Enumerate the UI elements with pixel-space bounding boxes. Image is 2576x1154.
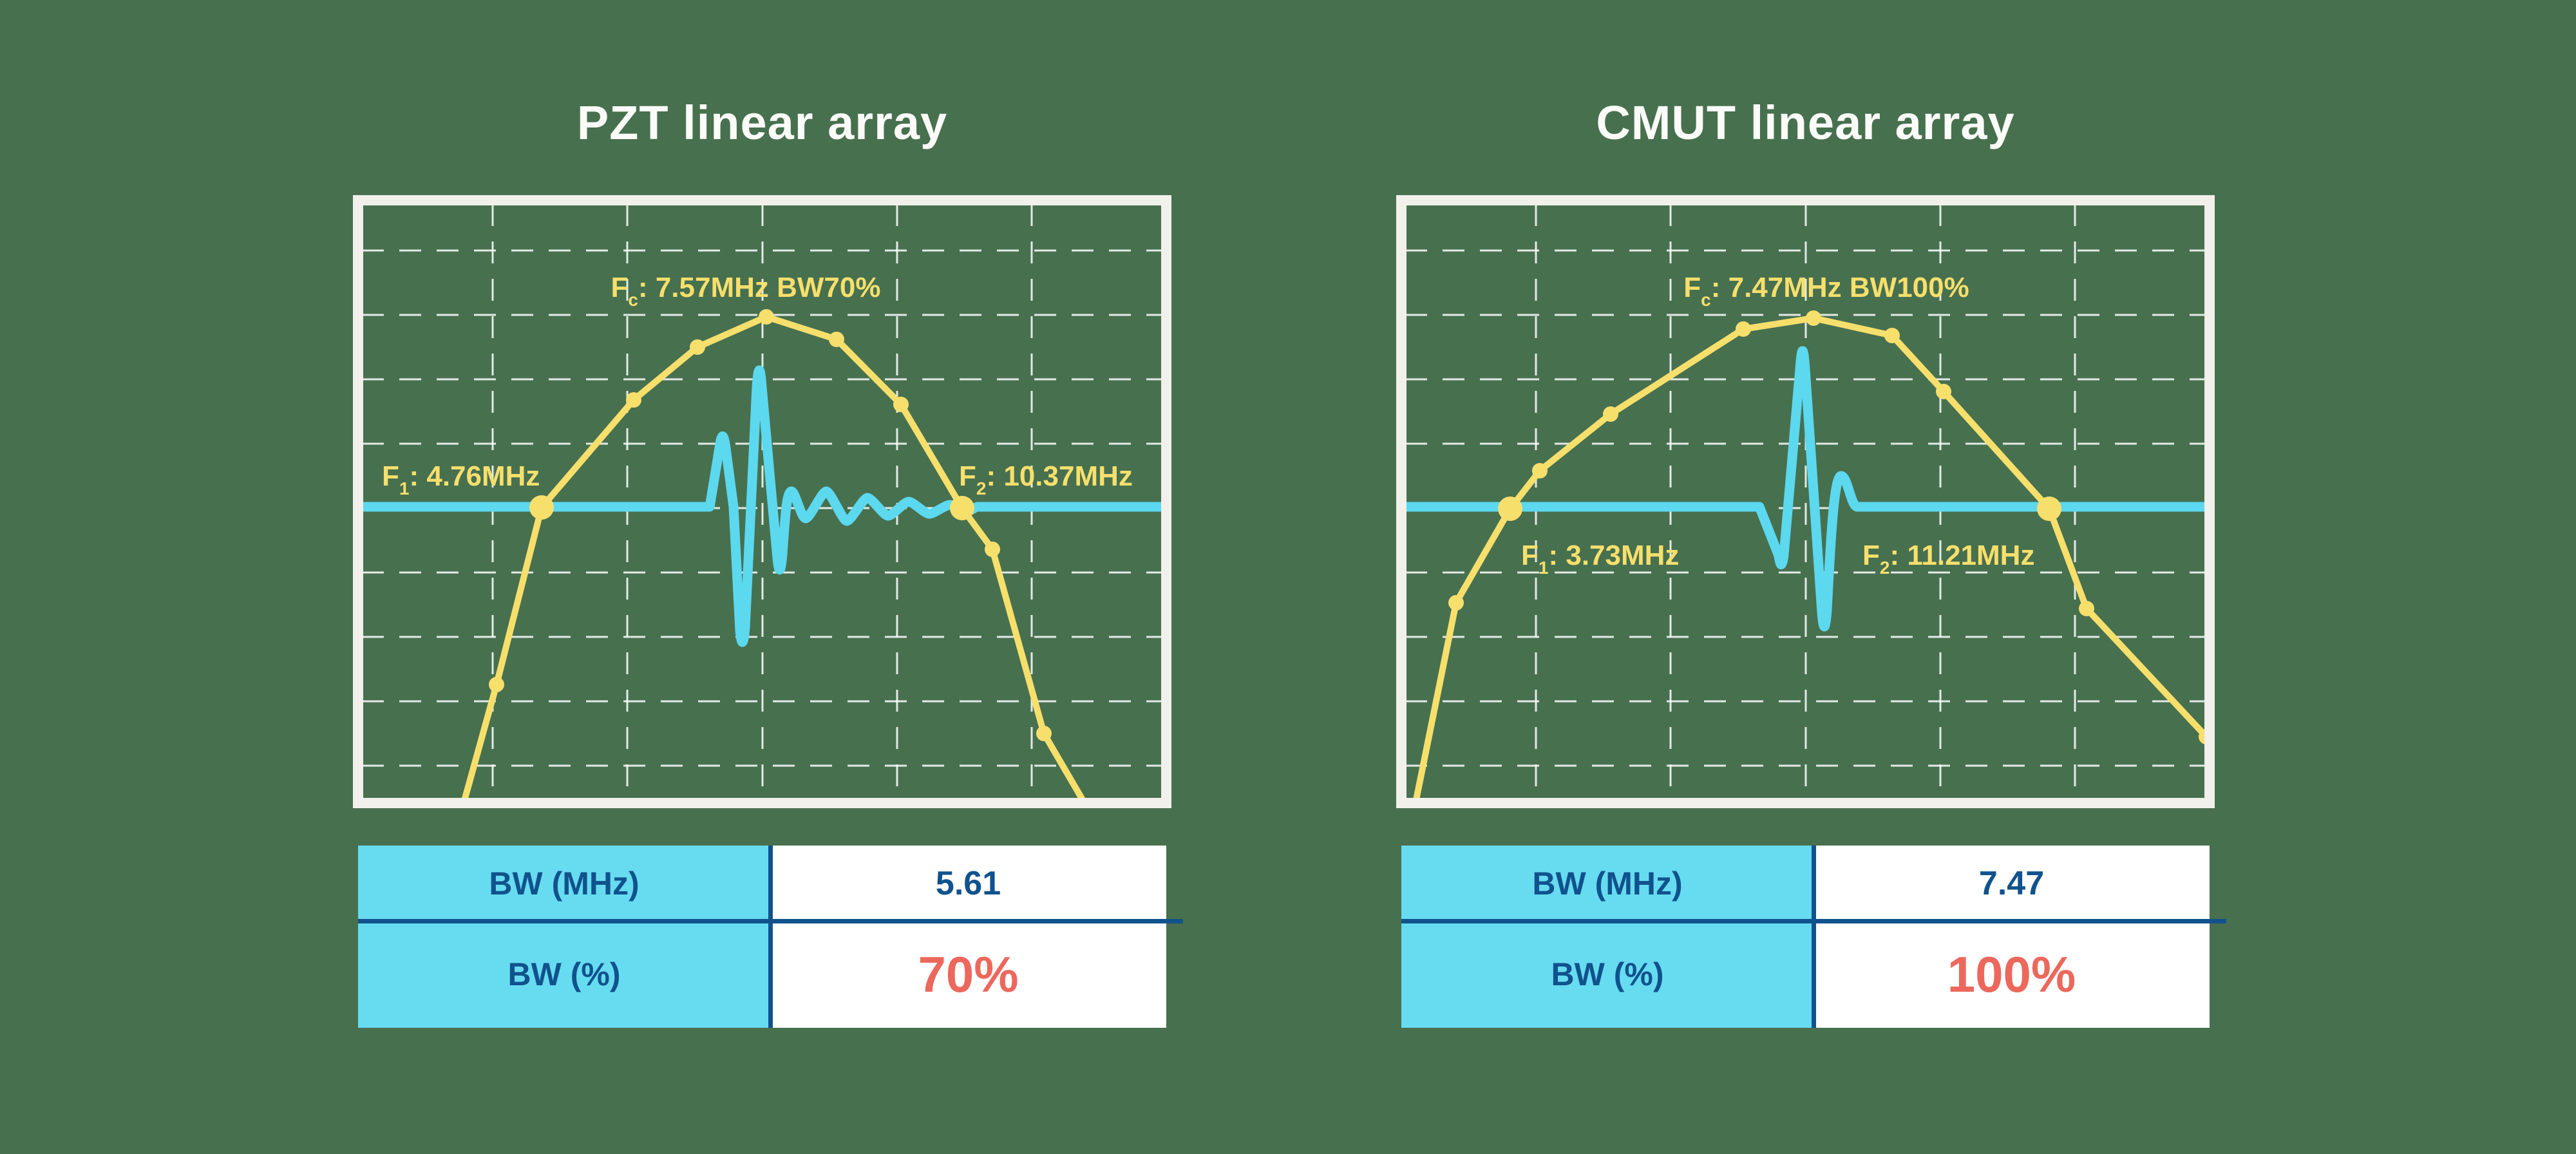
f1-annotation: F1: 3.73MHz <box>1521 540 1679 578</box>
cmut-frequency-response-chart: Fc: 7.47MHz BW100% F1: 3.73MHz F2: 11.21… <box>1396 195 2215 808</box>
curve-dots <box>489 309 1052 741</box>
curve-dot <box>950 496 974 520</box>
curve-dot <box>529 495 554 520</box>
bw-pct-header-cell: BW (%) <box>1401 921 1814 1028</box>
cmut-panel-title: CMUT linear array <box>1596 96 2015 149</box>
bw-mhz-label: BW (MHz) <box>1532 865 1683 902</box>
curve-dot <box>2037 497 2061 521</box>
pzt-frequency-response-chart: Fc: 7.57MHz BW70% F1: 4.76MHz F2: 10.37M… <box>353 195 1171 808</box>
chart-frame <box>353 195 1171 808</box>
curve-dot <box>1936 384 1951 399</box>
bw-pct-header-cell: BW (%) <box>358 921 771 1028</box>
grid-lines <box>1405 204 2206 799</box>
bw-mhz-value-cell: 5.61 <box>770 846 1166 921</box>
f1-annotation: F1: 4.76MHz <box>382 460 540 498</box>
curve-dot <box>1448 595 1464 610</box>
curve-dot <box>1603 406 1618 422</box>
pzt-bandwidth-table: BW (MHz) 5.61 BW (%) 70% <box>358 846 1183 1028</box>
bw-pct-label: BW (%) <box>507 956 621 992</box>
f2-annotation: F2: 11.21MHz <box>1862 540 2034 578</box>
curve-dot <box>2079 601 2094 616</box>
pzt-panel-title: PZT linear array <box>576 96 948 149</box>
bw-pct-value: 70% <box>918 945 1019 1003</box>
table-row: BW (MHz) 7.47 <box>1401 846 2210 921</box>
bw-pct-label: BW (%) <box>1551 956 1664 992</box>
chart-frame <box>1396 195 2215 808</box>
cmut-bandwidth-table: BW (MHz) 7.47 BW (%) 100% <box>1401 846 2226 1028</box>
bw-mhz-label: BW (MHz) <box>489 865 639 902</box>
table-row: BW (%) 70% <box>358 921 1166 1028</box>
bandwidth-curve <box>1412 315 2210 806</box>
curve-dot <box>489 677 504 692</box>
bw-pct-value-cell: 100% <box>1814 921 2210 1028</box>
curve-dot <box>1806 310 1821 326</box>
curve-dot <box>1736 321 1751 337</box>
cmut-panel: CMUT linear array Fc: 7.47M <box>1396 0 2226 1154</box>
f2-annotation: F2: 10.37MHz <box>959 460 1133 498</box>
table-row: BW (MHz) 5.61 <box>358 846 1166 921</box>
bw-mhz-value-cell: 7.47 <box>1814 846 2210 921</box>
bw-mhz-value: 5.61 <box>935 864 1001 902</box>
table-column-divider <box>1812 846 1817 1028</box>
table-row: BW (%) 100% <box>1401 921 2210 1028</box>
bandwidth-curve <box>460 314 1088 806</box>
fc-annotation: Fc: 7.47MHz BW100% <box>1683 272 1969 310</box>
bw-mhz-header-cell: BW (MHz) <box>358 846 771 921</box>
curve-dot <box>893 397 909 412</box>
curve-dot <box>1532 463 1548 478</box>
curve-dot <box>829 332 844 347</box>
curve-dot <box>690 339 705 355</box>
bw-pct-value: 100% <box>1947 945 2076 1003</box>
pzt-panel: PZT linear array Fc: 7.57MH <box>353 0 1183 1154</box>
bw-mhz-header-cell: BW (MHz) <box>1401 846 1814 921</box>
fc-annotation: Fc: 7.57MHz BW70% <box>611 272 880 310</box>
curve-dot <box>1498 497 1522 521</box>
bw-mhz-value: 7.47 <box>1978 864 2045 902</box>
table-row-divider <box>1401 919 2226 923</box>
curve-dot <box>1036 726 1052 741</box>
curve-dot <box>985 542 1000 557</box>
curve-dot <box>626 392 641 408</box>
pulse-echo-waveform <box>1401 346 2210 632</box>
pulse-echo-waveform <box>358 365 1166 647</box>
table-column-divider <box>768 846 773 1028</box>
table-row-divider <box>358 919 1183 923</box>
curve-dot <box>759 309 774 325</box>
curve-dot <box>1884 328 1900 343</box>
bw-pct-value-cell: 70% <box>770 921 1166 1028</box>
